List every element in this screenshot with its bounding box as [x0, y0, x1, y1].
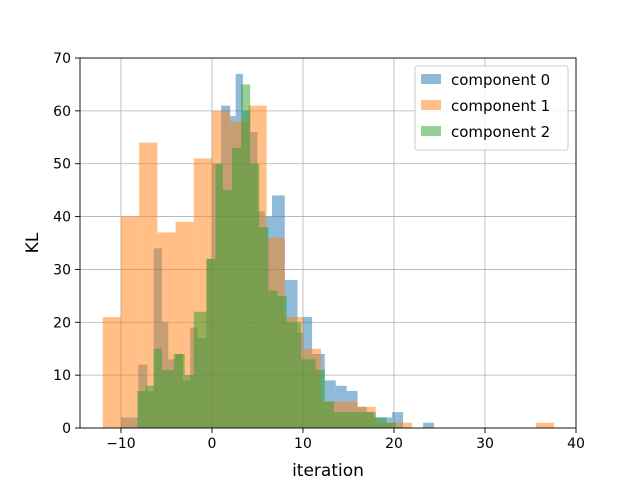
legend-swatch-component-2 — [421, 126, 441, 136]
histogram-bar-component-1 — [102, 317, 121, 428]
histogram-bar-component-2 — [301, 359, 316, 428]
x-tick-label: 10 — [294, 436, 312, 452]
histogram-bar-component-2 — [315, 369, 325, 428]
histogram-bar-component-2 — [259, 227, 269, 428]
histogram-bar-component-2 — [348, 412, 362, 428]
histogram-bar-component-2 — [173, 354, 185, 428]
histogram-bar-component-2 — [286, 322, 302, 428]
histogram-bar-component-2 — [161, 369, 174, 428]
histogram-bar-component-2 — [193, 311, 207, 428]
legend-label-component-0: component 0 — [451, 71, 550, 89]
y-tick-label: 40 — [53, 210, 71, 226]
histogram-bar-component-2 — [215, 163, 223, 428]
legend-label-component-2: component 2 — [451, 123, 550, 141]
legend-label-component-1: component 1 — [451, 97, 550, 115]
x-tick-label: 40 — [567, 436, 585, 452]
histogram-bar-component-2 — [206, 258, 216, 428]
histogram-bar-component-1 — [139, 142, 158, 429]
histogram-bar-component-2 — [145, 385, 154, 428]
y-axis-label: KL — [23, 232, 43, 253]
y-tick-label: 50 — [53, 157, 71, 173]
histogram-bar-component-2 — [250, 163, 260, 428]
histogram-bar-component-0 — [392, 412, 404, 428]
x-axis-label: iteration — [292, 461, 364, 480]
histogram-bar-component-1 — [535, 422, 555, 428]
histogram-bar-component-2 — [222, 190, 232, 428]
x-tick-label: 20 — [385, 436, 403, 452]
histogram-bar-component-2 — [373, 417, 387, 428]
histogram-bar-component-2 — [184, 375, 194, 428]
legend-swatch-component-0 — [421, 74, 441, 84]
histogram-bar-component-2 — [153, 348, 162, 428]
x-tick-label: 30 — [476, 436, 494, 452]
y-tick-label: 30 — [53, 262, 71, 278]
legend-box — [414, 65, 569, 151]
histogram-bar-component-0 — [423, 422, 435, 428]
y-tick-label: 60 — [53, 104, 71, 120]
histogram-bar-component-1 — [393, 422, 413, 428]
x-tick-label: 0 — [208, 436, 217, 452]
histogram-bar-component-2 — [268, 290, 278, 428]
y-tick-label: 20 — [53, 315, 71, 331]
histogram-bar-component-2 — [386, 422, 396, 428]
legend: component 0 component 1 component 2 — [414, 65, 569, 151]
y-tick-label: 10 — [53, 368, 71, 384]
histogram-bars — [102, 73, 555, 429]
axis-ticks: −10 0 10 20 30 40 0 10 20 30 40 50 60 70 — [53, 51, 585, 452]
histogram-bar-component-2 — [333, 412, 349, 428]
histogram-bar-component-2 — [137, 391, 146, 428]
plot-frame — [79, 57, 577, 429]
histogram-bar-component-2 — [324, 401, 334, 428]
y-tick-label: 0 — [62, 421, 71, 437]
histogram-bar-component-2 — [241, 84, 251, 428]
y-tick-label: 70 — [53, 51, 71, 67]
legend-swatch-component-1 — [421, 100, 441, 110]
x-tick-label: −10 — [106, 436, 136, 452]
histogram-bar-component-1 — [120, 216, 140, 428]
histogram-bar-component-2 — [231, 147, 242, 428]
histogram-bar-component-2 — [361, 412, 374, 428]
histogram-bar-component-2 — [277, 295, 287, 428]
